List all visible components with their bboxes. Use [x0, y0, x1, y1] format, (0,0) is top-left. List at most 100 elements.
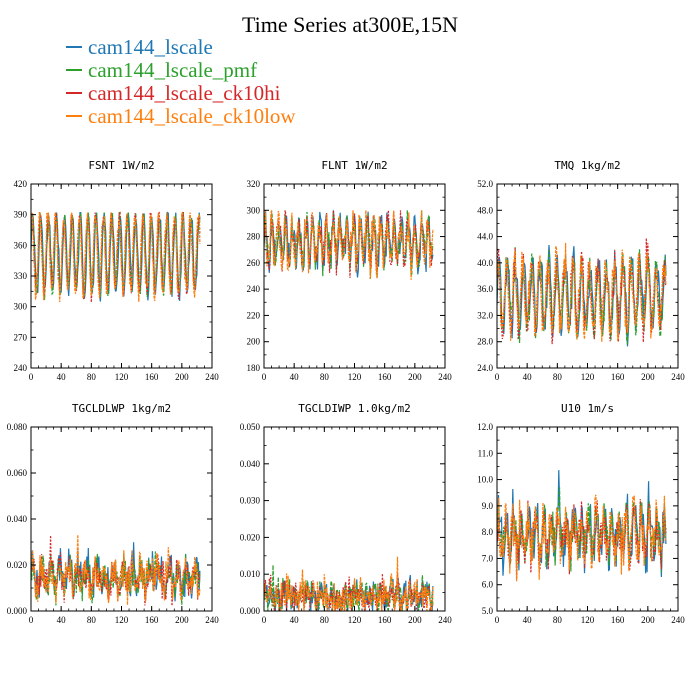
- x-tick-label: 120: [115, 615, 129, 625]
- y-tick-label: 36.0: [477, 284, 493, 294]
- panel-title: FSNT 1W/m2: [88, 159, 154, 172]
- x-tick-label: 120: [348, 615, 362, 625]
- panel-tgcldlwp-svg: TGCLDLWP 1kg/m2 0 40 80 120 160 200 240 0.000 0.0…: [7, 402, 220, 625]
- legend-entry: cam144_lscale_ck10low: [66, 105, 296, 128]
- panel-title: TGCLDLWP 1kg/m2: [72, 402, 171, 415]
- y-tick-label: 0.000: [240, 606, 261, 616]
- series-group: [31, 534, 201, 606]
- y-tick-label: 24.0: [477, 363, 493, 373]
- x-tick-label: 160: [145, 615, 159, 625]
- series-line-cam144_lscale_ck10low: [497, 242, 667, 342]
- y-tick-label: 270: [14, 332, 28, 342]
- x-tick-label: 120: [581, 372, 595, 382]
- x-tick-label: 240: [438, 372, 452, 382]
- x-tick-label: 160: [145, 372, 159, 382]
- x-tick-label: 40: [57, 615, 67, 625]
- y-tick-label: 300: [247, 205, 261, 215]
- panel-fsnt: FSNT 1W/m2 0 40 80 120 160 200 240 240 270 300 330 3…: [0, 150, 235, 400]
- panel-u10: U10 1m/s 0 40 80 120 160 200 240 5.0 6.0 7.0 8.0 9.0…: [466, 393, 700, 643]
- panel-tgcldiwp-svg: TGCLDIWP 1.0kg/m2 0 40 80 120 160 200 240 0.000 0…: [240, 402, 453, 625]
- panel-tgcldlwp: TGCLDLWP 1kg/m2 0 40 80 120 160 200 240 0.000 0.0…: [0, 393, 235, 643]
- series-line-cam144_lscale_ck10low: [264, 556, 434, 611]
- y-tick-label: 0.030: [240, 496, 261, 506]
- y-tick-label: 300: [14, 302, 28, 312]
- x-tick-label: 160: [378, 615, 392, 625]
- y-tick-label: 0.050: [240, 422, 261, 432]
- legend-label: cam144_lscale_pmf: [88, 58, 258, 82]
- x-tick-label: 200: [408, 615, 422, 625]
- x-tick-label: 200: [175, 615, 189, 625]
- x-tick-label: 160: [611, 615, 625, 625]
- y-tick-label: 390: [14, 210, 28, 220]
- series-line-cam144_lscale_ck10low: [264, 210, 434, 280]
- x-tick-label: 0: [495, 615, 500, 625]
- x-tick-label: 40: [290, 615, 300, 625]
- y-tick-label: 5.0: [482, 606, 494, 616]
- panel-tmq: TMQ 1kg/m2 0 40 80 120 160 200 240 24.0 28.0 32.0 3…: [466, 150, 700, 400]
- y-tick-label: 240: [14, 363, 28, 373]
- panel-fsnt-svg: FSNT 1W/m2 0 40 80 120 160 200 240 240 270 300 330 3…: [14, 159, 220, 382]
- y-tick-label: 0.020: [7, 560, 28, 570]
- x-tick-label: 160: [611, 372, 625, 382]
- x-tick-label: 120: [115, 372, 129, 382]
- y-tick-label: 280: [247, 232, 261, 242]
- series-line-cam144_lscale_ck10hi: [497, 238, 667, 345]
- y-tick-label: 260: [247, 258, 261, 268]
- y-tick-label: 9.0: [482, 501, 494, 511]
- y-tick-label: 40.0: [477, 258, 493, 268]
- y-tick-label: 180: [247, 363, 261, 373]
- y-tick-label: 0.020: [240, 532, 261, 542]
- x-tick-label: 0: [29, 615, 34, 625]
- series-group: [497, 238, 667, 347]
- x-tick-label: 200: [641, 615, 655, 625]
- panel-title: TMQ 1kg/m2: [554, 159, 620, 172]
- x-tick-label: 0: [29, 372, 34, 382]
- x-tick-label: 0: [262, 615, 267, 625]
- y-tick-label: 12.0: [477, 422, 493, 432]
- x-tick-label: 80: [320, 615, 330, 625]
- panel-flnt: FLNT 1W/m2 0 40 80 120 160 200 240 180 200 220 240 2…: [233, 150, 468, 400]
- y-tick-label: 0.000: [7, 606, 28, 616]
- series-group: [264, 210, 434, 280]
- panel-u10-svg: U10 1m/s 0 40 80 120 160 200 240 5.0 6.0 7.0 8.0 9.0…: [477, 402, 685, 625]
- legend-entry: cam144_lscale: [66, 36, 296, 59]
- legend-line-3: [66, 115, 82, 117]
- figure-title: Time Series at300E,15N: [241, 12, 459, 37]
- x-tick-label: 40: [523, 615, 533, 625]
- legend-label: cam144_lscale_ck10hi: [88, 81, 281, 105]
- x-tick-label: 200: [641, 372, 655, 382]
- legend-entry: cam144_lscale_ck10hi: [66, 82, 296, 105]
- y-tick-label: 360: [14, 240, 28, 250]
- series-group: [264, 556, 434, 611]
- y-tick-label: 10.0: [477, 475, 493, 485]
- y-tick-label: 6.0: [482, 580, 494, 590]
- x-tick-label: 240: [671, 615, 685, 625]
- panel-title: FLNT 1W/m2: [321, 159, 387, 172]
- x-tick-label: 0: [262, 372, 267, 382]
- x-tick-label: 0: [495, 372, 500, 382]
- y-tick-label: 48.0: [477, 205, 493, 215]
- series-line-cam144_lscale_ck10low: [31, 211, 201, 303]
- y-tick-label: 44.0: [477, 232, 493, 242]
- y-tick-label: 420: [14, 179, 28, 189]
- panel-flnt-svg: FLNT 1W/m2 0 40 80 120 160 200 240 180 200 220 240 2…: [247, 159, 453, 382]
- series-line-cam144_lscale_ck10low: [497, 494, 667, 582]
- series-group: [31, 211, 201, 303]
- series-line-cam144_lscale_ck10low: [31, 534, 201, 606]
- y-tick-label: 8.0: [482, 527, 494, 537]
- y-tick-label: 0.080: [7, 422, 28, 432]
- x-tick-label: 160: [378, 372, 392, 382]
- series-group: [497, 470, 667, 582]
- panel-tgcldiwp: TGCLDIWP 1.0kg/m2 0 40 80 120 160 200 240 0.000 0…: [233, 393, 468, 643]
- y-tick-label: 0.040: [7, 514, 28, 524]
- x-tick-label: 80: [553, 372, 563, 382]
- y-tick-label: 28.0: [477, 337, 493, 347]
- y-tick-label: 200: [247, 337, 261, 347]
- x-tick-label: 200: [408, 372, 422, 382]
- x-tick-label: 80: [553, 615, 563, 625]
- panel-tmq-svg: TMQ 1kg/m2 0 40 80 120 160 200 240 24.0 28.0 32.0 3…: [477, 159, 685, 382]
- x-tick-label: 80: [320, 372, 330, 382]
- series-line-cam144_lscale_ck10hi: [264, 573, 434, 611]
- y-tick-label: 32.0: [477, 310, 493, 320]
